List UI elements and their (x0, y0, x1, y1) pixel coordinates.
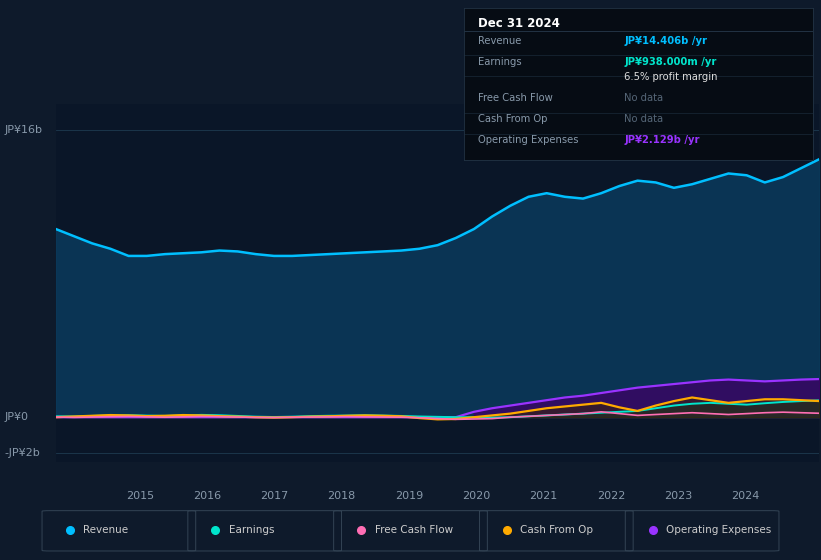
Text: Cash From Op: Cash From Op (521, 525, 594, 535)
Text: Revenue: Revenue (83, 525, 128, 535)
Text: Dec 31 2024: Dec 31 2024 (478, 17, 560, 30)
Text: Earnings: Earnings (229, 525, 274, 535)
Text: 2017: 2017 (260, 491, 289, 501)
Text: Free Cash Flow: Free Cash Flow (478, 93, 553, 103)
Text: Cash From Op: Cash From Op (478, 114, 548, 124)
Text: Earnings: Earnings (478, 57, 521, 67)
Text: 2015: 2015 (126, 491, 154, 501)
Text: JP¥0: JP¥0 (4, 412, 28, 422)
Text: Revenue: Revenue (478, 36, 521, 45)
Text: 6.5% profit margin: 6.5% profit margin (624, 72, 718, 82)
Text: -JP¥2b: -JP¥2b (4, 448, 40, 458)
Text: Free Cash Flow: Free Cash Flow (374, 525, 452, 535)
Text: 2020: 2020 (462, 491, 490, 501)
Text: Operating Expenses: Operating Expenses (478, 136, 578, 146)
Text: 2019: 2019 (395, 491, 423, 501)
Text: 2018: 2018 (328, 491, 355, 501)
Text: 2022: 2022 (597, 491, 625, 501)
Text: No data: No data (624, 114, 663, 124)
Text: JP¥14.406b /yr: JP¥14.406b /yr (624, 36, 708, 45)
Text: Operating Expenses: Operating Expenses (667, 525, 772, 535)
Text: 2024: 2024 (732, 491, 759, 501)
Text: 2023: 2023 (664, 491, 692, 501)
Text: JP¥938.000m /yr: JP¥938.000m /yr (624, 57, 717, 67)
Text: JP¥2.129b /yr: JP¥2.129b /yr (624, 136, 699, 146)
Text: 2021: 2021 (530, 491, 557, 501)
Text: 2016: 2016 (193, 491, 221, 501)
Text: JP¥16b: JP¥16b (4, 125, 42, 136)
Text: No data: No data (624, 93, 663, 103)
